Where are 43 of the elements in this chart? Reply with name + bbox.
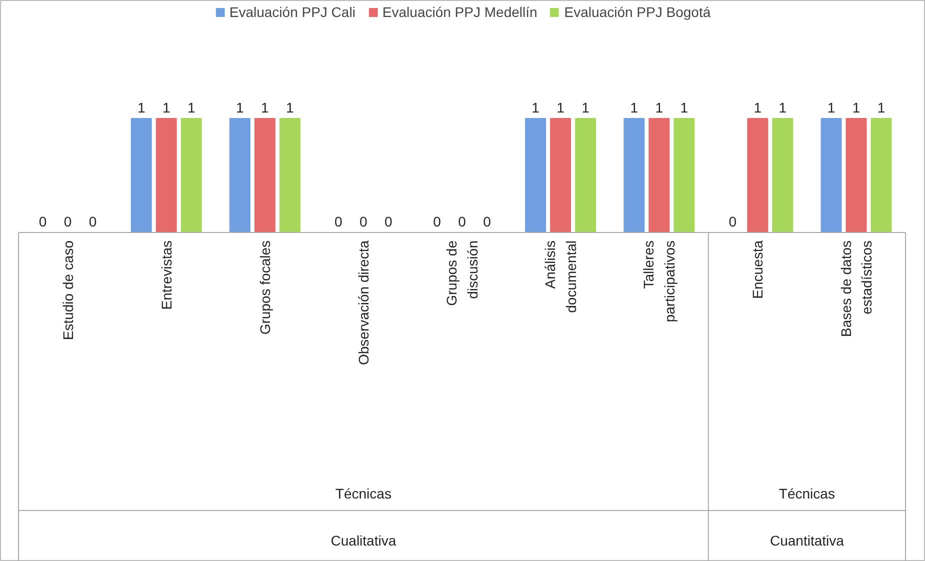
data-label: 1 (778, 100, 787, 116)
text: Cuantitativa (770, 532, 844, 548)
data-label: 1 (556, 100, 565, 116)
x-tick-label: Grupos de discusión (444, 240, 480, 306)
data-label: 0 (483, 214, 492, 230)
data-label: 1 (754, 100, 762, 116)
data-label: 1 (532, 100, 540, 116)
data-label: 0 (384, 214, 393, 230)
x-tick-label: Observación directa (355, 240, 372, 366)
data-label: 1 (286, 100, 294, 116)
data-label: 0 (728, 214, 737, 230)
data-label: 0 (433, 214, 442, 230)
text: Técnicas (778, 486, 835, 502)
text: Cualitativa (330, 532, 396, 548)
data-label: 1 (680, 100, 688, 116)
legend-label: Evaluación PPJ Bogotá (564, 4, 711, 20)
x-tick-label: Grupos focales (256, 240, 273, 335)
x-tick-label: Bases de datos estadísticos (838, 240, 875, 338)
data-label: 1 (655, 100, 664, 116)
x-tick-label: Estudio de caso (60, 240, 76, 340)
x-tick-label: Entrevistas (158, 240, 174, 310)
data-label: 0 (360, 214, 368, 230)
data-label: 0 (458, 214, 466, 230)
data-label: 1 (260, 100, 269, 116)
x-tick-label: Análisis documental (542, 240, 579, 313)
text: Técnicas (335, 486, 392, 502)
data-label: 0 (38, 214, 47, 230)
data-label: 0 (64, 214, 72, 230)
data-label: 1 (827, 100, 836, 116)
data-label: 1 (162, 100, 170, 116)
legend-label: Evaluación PPJ Medellín (382, 4, 538, 20)
data-label: 1 (187, 100, 196, 116)
data-label: 1 (852, 100, 860, 116)
x-tick-label: Talleres participativos (640, 240, 678, 322)
legend-label: Evaluación PPJ Cali (229, 4, 356, 20)
data-label: 0 (334, 214, 343, 230)
x-tick-label: Encuesta (750, 240, 766, 299)
data-label: 1 (236, 100, 244, 116)
data-label: 1 (630, 100, 638, 116)
data-label: 0 (88, 214, 97, 230)
data-label: 1 (877, 100, 886, 116)
data-label: 1 (137, 100, 146, 116)
data-label: 1 (582, 100, 590, 116)
